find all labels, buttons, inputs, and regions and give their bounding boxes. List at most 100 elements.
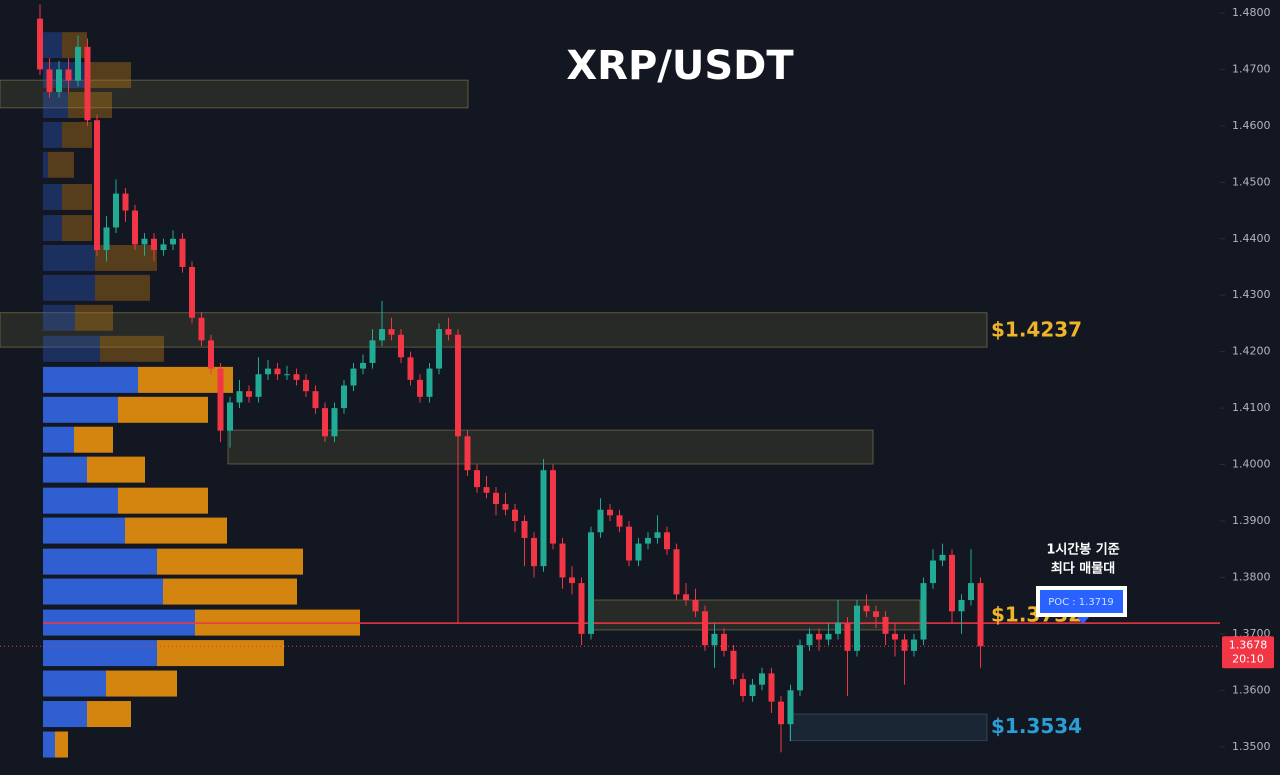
profile-sell bbox=[87, 456, 145, 483]
profile-buy bbox=[43, 335, 100, 362]
candle-body bbox=[645, 537, 651, 544]
profile-sell bbox=[138, 366, 233, 393]
candle-body bbox=[588, 532, 594, 634]
price-tag-value: 1.3678 bbox=[1229, 638, 1268, 651]
candle-body bbox=[455, 334, 461, 437]
y-tick-label: 1.4400 bbox=[1232, 232, 1271, 245]
candle-body bbox=[160, 244, 167, 251]
candle-body bbox=[692, 600, 699, 612]
y-tick-label: 1.4800 bbox=[1232, 6, 1271, 19]
candle-body bbox=[977, 583, 984, 647]
profile-sell bbox=[125, 517, 227, 544]
level-label: $1.3534 bbox=[991, 714, 1082, 738]
poc-note: 1시간봉 기준 bbox=[1046, 542, 1119, 558]
candle-body bbox=[569, 577, 575, 584]
candle-body bbox=[227, 402, 233, 431]
y-tick-label: 1.3600 bbox=[1232, 683, 1271, 696]
candle-body bbox=[141, 238, 148, 245]
candle-body bbox=[901, 639, 908, 651]
candle-body bbox=[436, 329, 442, 369]
poc-label: POC : 1.3719 bbox=[1048, 597, 1114, 608]
candle-body bbox=[255, 374, 262, 397]
candle-body bbox=[274, 368, 281, 375]
profile-buy bbox=[43, 456, 87, 483]
profile-sell bbox=[87, 701, 131, 728]
y-tick-label: 1.4500 bbox=[1232, 175, 1271, 188]
candle-body bbox=[151, 238, 157, 251]
candle-body bbox=[56, 69, 62, 93]
profile-buy bbox=[43, 215, 62, 242]
profile-sell bbox=[163, 578, 297, 605]
price-tag-countdown: 20:10 bbox=[1232, 652, 1264, 665]
y-tick-label: 1.3900 bbox=[1232, 514, 1271, 527]
candle-body bbox=[94, 120, 100, 251]
candle-body bbox=[303, 379, 309, 392]
candle-body bbox=[759, 673, 765, 685]
candle-body bbox=[654, 532, 661, 538]
candle-body bbox=[711, 633, 718, 646]
level-label: $1.4237 bbox=[991, 317, 1082, 341]
candle-body bbox=[246, 391, 252, 397]
candle-body bbox=[664, 532, 670, 550]
candle-body bbox=[512, 509, 518, 521]
candle-body bbox=[930, 560, 936, 584]
candle-body bbox=[198, 317, 205, 341]
candle-body bbox=[825, 633, 832, 640]
candle-body bbox=[768, 673, 775, 702]
poc-box-inner bbox=[1040, 590, 1123, 613]
candle-body bbox=[920, 583, 927, 640]
profile-buy bbox=[43, 244, 95, 271]
candle-body bbox=[502, 504, 509, 510]
profile-buy bbox=[43, 517, 125, 544]
candle-body bbox=[597, 509, 604, 533]
candle-body bbox=[835, 622, 841, 634]
candle-body bbox=[341, 385, 347, 409]
candle-body bbox=[968, 583, 974, 601]
candle-body bbox=[464, 436, 471, 471]
candle-body bbox=[132, 210, 138, 245]
candle-body bbox=[46, 69, 53, 93]
profile-buy bbox=[43, 121, 62, 148]
profile-buy bbox=[43, 91, 68, 118]
candle-body bbox=[445, 329, 452, 335]
candle-body bbox=[474, 470, 480, 488]
candle-body bbox=[616, 515, 623, 527]
candle-body bbox=[379, 329, 385, 341]
candle-body bbox=[388, 329, 395, 335]
candle-body bbox=[103, 227, 110, 251]
profile-sell bbox=[75, 304, 113, 331]
candle-body bbox=[673, 549, 680, 595]
candle-body bbox=[844, 622, 851, 651]
y-tick-label: 1.4000 bbox=[1232, 458, 1271, 471]
poc-note: 최다 매물대 bbox=[1051, 561, 1115, 577]
candle-body bbox=[863, 605, 870, 612]
candle-body bbox=[578, 583, 585, 634]
candle-body bbox=[626, 526, 632, 561]
candle-body bbox=[284, 374, 290, 376]
candle-body bbox=[939, 554, 946, 561]
candle-body bbox=[122, 193, 129, 211]
profile-buy bbox=[43, 32, 62, 59]
candle-body bbox=[426, 368, 433, 397]
candle-body bbox=[331, 408, 338, 437]
poc-pointer bbox=[1077, 617, 1089, 624]
candle-body bbox=[398, 334, 404, 358]
profile-sell bbox=[62, 32, 87, 59]
profile-sell bbox=[55, 731, 68, 758]
profile-buy bbox=[43, 426, 74, 453]
profile-buy bbox=[43, 183, 62, 210]
y-tick-label: 1.4300 bbox=[1232, 288, 1271, 301]
candle-body bbox=[179, 238, 186, 267]
profile-buy bbox=[43, 396, 118, 423]
price-tag bbox=[1222, 636, 1274, 669]
profile-buy bbox=[43, 731, 55, 758]
candle-body bbox=[721, 633, 727, 651]
candle-body bbox=[958, 600, 965, 612]
candle-body bbox=[635, 543, 642, 561]
candle-body bbox=[797, 645, 803, 691]
candle-body bbox=[265, 368, 271, 375]
profile-buy bbox=[43, 304, 75, 331]
profile-buy bbox=[43, 701, 87, 728]
profile-buy bbox=[43, 366, 138, 393]
